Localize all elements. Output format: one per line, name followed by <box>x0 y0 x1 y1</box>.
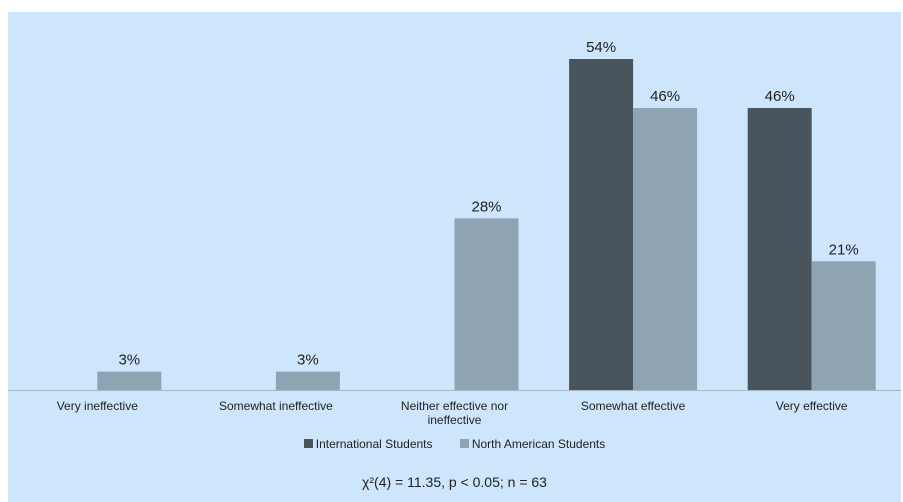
bar-north-american-students-neither-effective-nor-ineffective <box>454 218 519 390</box>
legend-item-north-american: North American Students <box>459 437 606 451</box>
bar-international-students-very-effective <box>747 108 812 390</box>
legend: International Students North American St… <box>8 437 901 451</box>
legend-item-international: International Students <box>303 437 433 451</box>
bar-north-american-students-very-effective <box>811 261 876 390</box>
x-tick-label-very-ineffective: Very ineffective <box>57 399 138 413</box>
x-tick-label-very-effective: Very effective <box>776 399 848 413</box>
x-tick-label-somewhat-effective: Somewhat effective <box>581 399 686 413</box>
value-label-north-american-students-somewhat-effective: 46% <box>650 88 680 105</box>
value-label-north-american-students-somewhat-ineffective: 3% <box>297 352 319 369</box>
bar-north-american-students-very-ineffective <box>97 371 162 390</box>
value-label-international-students-somewhat-effective: 54% <box>586 39 616 56</box>
x-tick-label-neither-effective-nor-ineffective: Neither effective nor ineffective <box>401 399 508 427</box>
legend-swatch-international <box>303 439 313 448</box>
bar-north-american-students-somewhat-effective <box>633 108 698 390</box>
value-label-north-american-students-very-ineffective: 3% <box>118 352 140 369</box>
x-tick-label-somewhat-ineffective: Somewhat ineffective <box>219 399 333 413</box>
legend-swatch-north-american <box>459 439 469 448</box>
statistics-annotation: χ²(4) = 11.35, p < 0.05; n = 63 <box>362 474 547 490</box>
value-label-international-students-very-effective: 46% <box>765 88 795 105</box>
legend-label-north-american: North American Students <box>471 437 606 451</box>
chart-area: 3% Very ineffective 3% Somewhat ineffective… <box>8 12 901 502</box>
bar-north-american-students-somewhat-ineffective <box>275 371 340 390</box>
legend-label-international: International Students <box>315 437 433 451</box>
bar-international-students-somewhat-effective <box>569 59 634 390</box>
bar-chart: 3% Very ineffective 3% Somewhat ineffective… <box>8 39 901 427</box>
value-label-north-american-students-very-effective: 21% <box>829 241 859 258</box>
value-label-north-american-students-neither-effective-nor-ineffective: 28% <box>471 198 501 215</box>
